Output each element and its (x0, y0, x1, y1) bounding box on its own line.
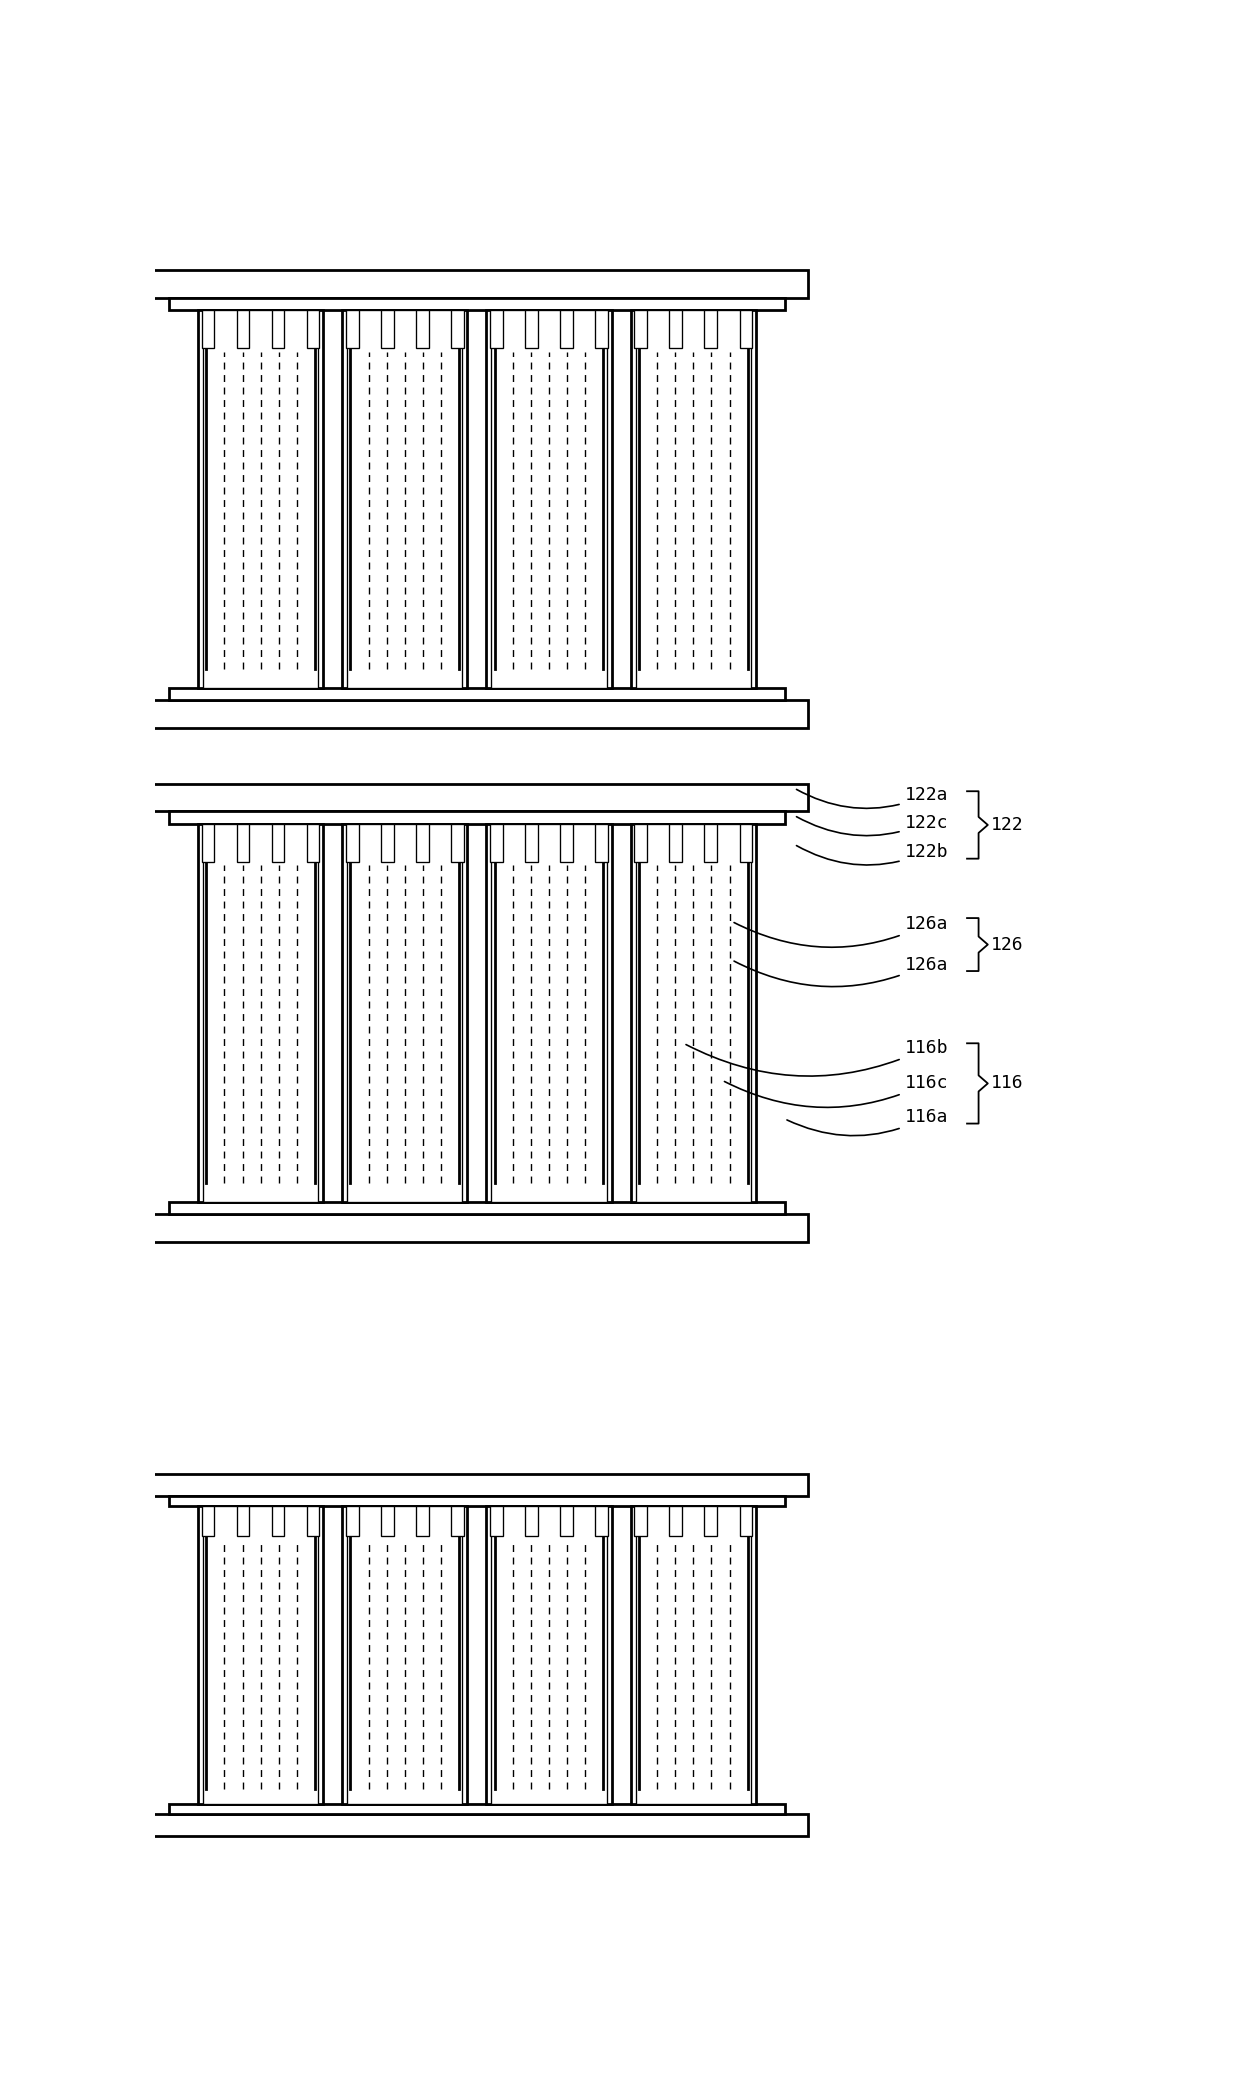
Text: 122c: 122c (796, 813, 949, 836)
Bar (146, 701, 807, 728)
Bar (272, 824, 284, 861)
Bar (237, 311, 249, 348)
Bar (631, 311, 755, 688)
Bar (347, 1505, 463, 1804)
Bar (490, 311, 502, 348)
Bar (198, 824, 324, 1201)
Text: 116a: 116a (787, 1107, 949, 1136)
Bar (490, 824, 502, 861)
Bar (486, 824, 611, 1201)
Text: 116c: 116c (724, 1074, 949, 1107)
Bar (272, 311, 284, 348)
Bar (631, 824, 755, 1201)
Bar (146, 784, 807, 811)
Text: 126: 126 (991, 936, 1024, 953)
Bar (491, 824, 606, 1201)
Bar (346, 824, 358, 861)
Bar (203, 824, 319, 1201)
Bar (237, 1505, 249, 1537)
Bar (491, 1505, 606, 1804)
Text: 116b: 116b (686, 1038, 949, 1076)
Bar (631, 1505, 755, 1804)
Bar (670, 824, 682, 861)
Bar (526, 311, 538, 348)
Bar (636, 824, 750, 1201)
Bar (526, 1505, 538, 1537)
Text: 122b: 122b (796, 842, 949, 865)
Bar (146, 1474, 807, 1497)
Bar (486, 311, 611, 688)
Text: 126a: 126a (734, 955, 949, 986)
Bar (417, 1505, 429, 1537)
Text: 122a: 122a (796, 786, 949, 809)
Bar (169, 688, 785, 701)
Bar (670, 1505, 682, 1537)
Bar (560, 1505, 573, 1537)
Bar (595, 311, 608, 348)
Bar (490, 1505, 502, 1537)
Bar (595, 1505, 608, 1537)
Bar (146, 271, 807, 298)
Bar (169, 1497, 785, 1505)
Bar (342, 824, 467, 1201)
Bar (739, 1505, 751, 1537)
Bar (635, 1505, 647, 1537)
Bar (308, 1505, 320, 1537)
Bar (635, 311, 647, 348)
Bar (169, 811, 785, 824)
Bar (198, 1505, 324, 1804)
Bar (346, 1505, 358, 1537)
Bar (347, 824, 463, 1201)
Bar (636, 1505, 750, 1804)
Bar (595, 824, 608, 861)
Bar (381, 1505, 393, 1537)
Bar (491, 311, 606, 688)
Bar (342, 311, 467, 688)
Bar (670, 311, 682, 348)
Bar (146, 1213, 807, 1241)
Bar (346, 311, 358, 348)
Bar (451, 824, 464, 861)
Bar (486, 1505, 611, 1804)
Bar (169, 1804, 785, 1814)
Bar (203, 311, 319, 688)
Bar (237, 824, 249, 861)
Bar (451, 1505, 464, 1537)
Bar (635, 824, 647, 861)
Bar (381, 824, 393, 861)
Text: 126a: 126a (734, 915, 949, 947)
Bar (169, 298, 785, 311)
Text: 122: 122 (991, 815, 1024, 834)
Bar (560, 311, 573, 348)
Bar (146, 1814, 807, 1835)
Bar (169, 1201, 785, 1213)
Bar (198, 311, 324, 688)
Bar (347, 311, 463, 688)
Bar (417, 824, 429, 861)
Bar (342, 1505, 467, 1804)
Bar (704, 311, 717, 348)
Text: 116: 116 (991, 1074, 1024, 1093)
Bar (560, 824, 573, 861)
Bar (202, 824, 215, 861)
Bar (417, 311, 429, 348)
Bar (308, 824, 320, 861)
Bar (704, 1505, 717, 1537)
Bar (308, 311, 320, 348)
Bar (636, 311, 750, 688)
Bar (526, 824, 538, 861)
Bar (272, 1505, 284, 1537)
Bar (704, 824, 717, 861)
Bar (202, 311, 215, 348)
Bar (203, 1505, 319, 1804)
Bar (451, 311, 464, 348)
Bar (381, 311, 393, 348)
Bar (739, 311, 751, 348)
Bar (202, 1505, 215, 1537)
Bar (739, 824, 751, 861)
